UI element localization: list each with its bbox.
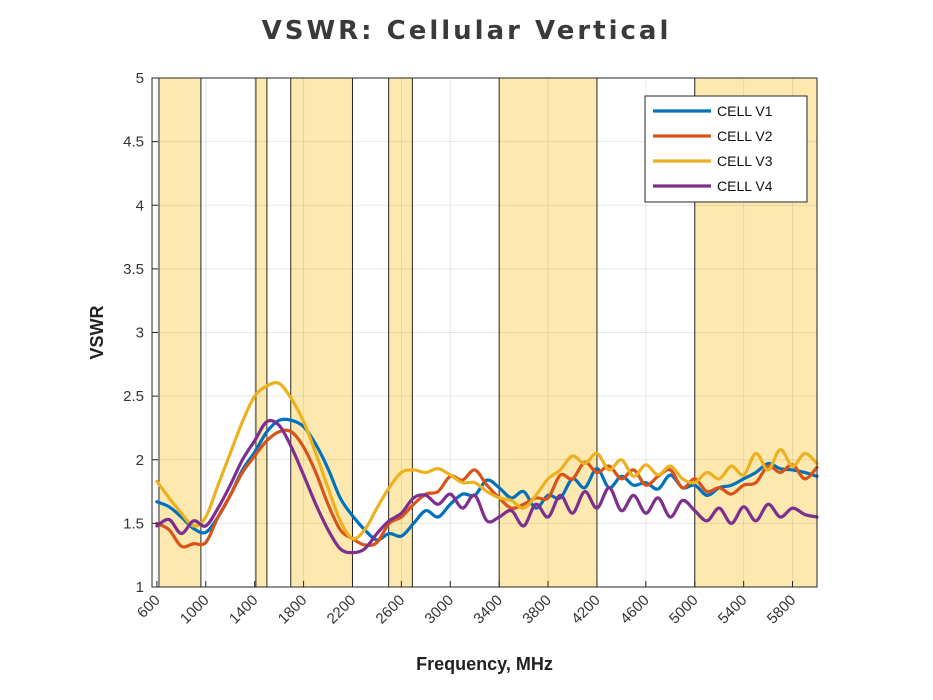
y-tick-label: 3 [136, 325, 144, 342]
x-tick-label: 3800 [519, 592, 555, 628]
shaded-band-3 [388, 78, 413, 587]
series-line-cell-v2 [155, 428, 819, 549]
y-tick-label: 4 [136, 197, 144, 214]
series-line-cell-v4 [155, 418, 819, 555]
x-tick-label: 600 [134, 592, 164, 622]
y-tick-label: 1.5 [123, 515, 144, 532]
legend: CELL V1 CELL V2 CELL V3 CELL V4 [644, 95, 808, 203]
y-tick-label: 3.5 [123, 261, 144, 278]
x-tick-label: 1800 [275, 592, 311, 628]
x-tick-label: 3400 [470, 592, 506, 628]
x-axis-label: Frequency, MHz [416, 654, 553, 674]
chart-title: VSWR: Cellular Vertical [261, 16, 672, 46]
y-tick-label: 1 [136, 579, 144, 596]
bands-layer [158, 78, 817, 587]
y-tick-label: 5 [136, 70, 144, 87]
legend-label: CELL V1 [717, 103, 773, 119]
series-layer [155, 381, 819, 555]
y-axis-label: VSWR [87, 305, 107, 359]
y-tick-label: 2.5 [123, 388, 144, 405]
legend-label: CELL V3 [717, 153, 773, 169]
series-line-cell-v3 [155, 381, 819, 541]
legend-box [644, 95, 808, 203]
shaded-band-1 [255, 78, 267, 587]
legend-label: CELL V2 [717, 128, 773, 144]
x-tick-label: 5800 [764, 592, 800, 628]
x-tick-label: 5400 [715, 592, 751, 628]
x-tick-label: 4600 [617, 592, 653, 628]
series-line-cell-v1 [155, 417, 819, 542]
shaded-band-0 [158, 78, 201, 587]
y-tick-label: 2 [136, 452, 144, 469]
x-tick-label: 3000 [421, 592, 457, 628]
legend-label: CELL V4 [717, 178, 773, 194]
x-tick-label: 1000 [177, 592, 213, 628]
x-tick-label: 4200 [568, 592, 604, 628]
x-tick-label: 2200 [324, 592, 360, 628]
x-tick-label: 2600 [373, 592, 409, 628]
x-tick-label: 5000 [666, 592, 702, 628]
y-tick-label: 4.5 [123, 134, 144, 151]
x-tick-label: 1400 [226, 592, 262, 628]
